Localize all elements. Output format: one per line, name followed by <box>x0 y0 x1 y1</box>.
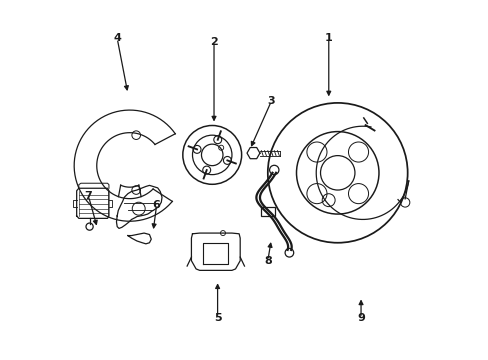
Text: 2: 2 <box>210 37 218 47</box>
Text: 8: 8 <box>264 256 271 266</box>
Text: 3: 3 <box>267 96 275 106</box>
Text: 7: 7 <box>84 191 92 201</box>
Text: 1: 1 <box>324 33 332 43</box>
Text: 4: 4 <box>113 33 121 43</box>
Text: 5: 5 <box>213 313 221 323</box>
Text: 6: 6 <box>152 200 160 210</box>
Text: 9: 9 <box>356 313 364 323</box>
